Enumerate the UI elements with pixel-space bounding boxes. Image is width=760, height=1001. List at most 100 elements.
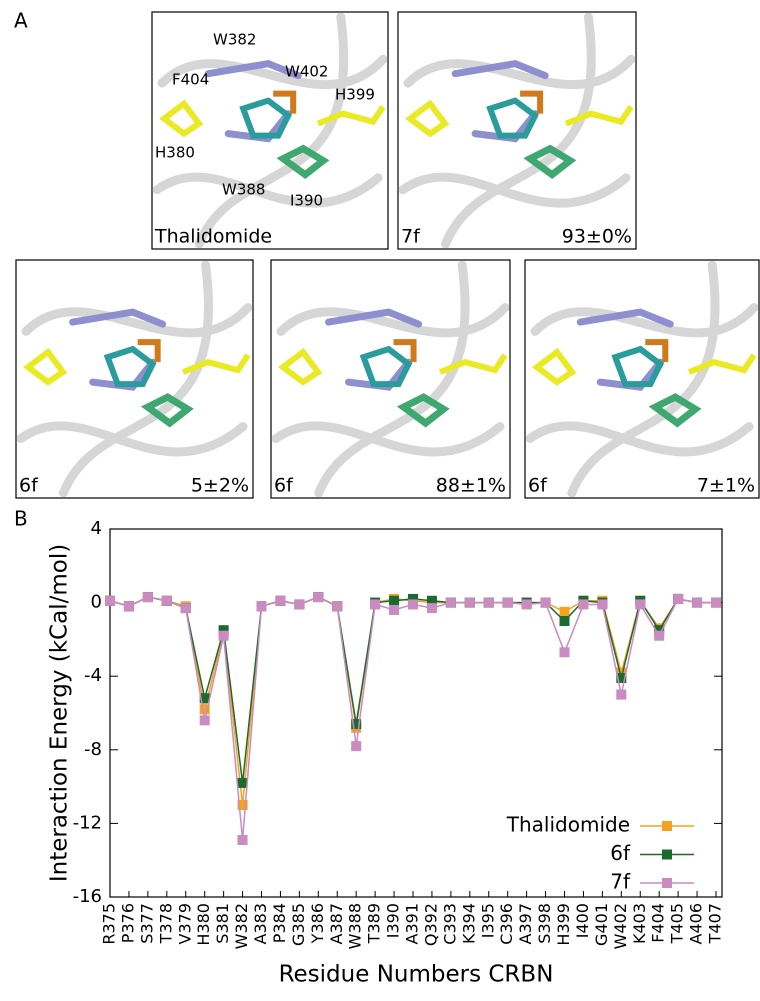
x-tick-label: W388: [346, 903, 365, 949]
ligand: [393, 339, 417, 363]
legend-marker: [662, 821, 672, 831]
legend-label: Thalidomide: [506, 813, 630, 837]
residue-label: H399: [335, 86, 375, 104]
ribbon: [276, 303, 510, 338]
occupancy: 7±1%: [697, 475, 755, 497]
point: [654, 625, 665, 636]
occupancy: 88±1%: [436, 475, 506, 497]
residue-stick: [687, 353, 757, 375]
point: [332, 601, 343, 612]
point: [161, 595, 172, 606]
x-tick-label: A406: [687, 903, 706, 944]
ribbon: [16, 421, 248, 457]
x-tick-label: K403: [630, 903, 649, 944]
point: [464, 597, 475, 608]
point: [218, 630, 229, 641]
x-tick-label: G385: [289, 903, 308, 946]
point: [578, 599, 589, 610]
occupancy: 93±0%: [562, 226, 632, 248]
plot-frame: [109, 528, 723, 898]
ribbon: [403, 54, 636, 90]
residue-stick: [405, 99, 450, 138]
point: [445, 597, 456, 608]
panel-label: B: [14, 507, 28, 531]
y-axis-label: Interaction Energy (kCal/mol): [47, 544, 73, 882]
ribbon: [152, 172, 383, 208]
point: [597, 599, 608, 610]
structure-name: 7f: [401, 226, 421, 248]
residue-stick: [438, 353, 508, 375]
y-tick-label: 4: [91, 518, 102, 539]
ligand: [239, 97, 293, 139]
panel-label: A: [14, 9, 28, 33]
occupancy: 5±2%: [191, 475, 249, 497]
residue-stick: [532, 347, 577, 386]
residue-stick: [140, 393, 194, 428]
point: [389, 604, 400, 615]
x-tick-label: Q392: [421, 903, 440, 946]
point: [237, 777, 248, 788]
structure-panel: 6f 5±2%: [15, 259, 254, 499]
x-tick-label: I390: [384, 903, 403, 938]
structure-panel: 6f 7±1%: [524, 259, 760, 499]
point: [237, 800, 248, 810]
point: [673, 593, 684, 604]
point: [711, 597, 721, 608]
legend-marker: [662, 849, 672, 860]
residue-stick: [396, 393, 450, 428]
x-tick-label: T378: [156, 903, 175, 944]
x-tick-label: I395: [478, 903, 497, 938]
point: [370, 599, 381, 610]
ribbon: [21, 303, 253, 338]
point: [521, 599, 532, 610]
y-tick-label: -8: [84, 739, 102, 760]
ribbon: [525, 421, 754, 457]
point: [199, 715, 210, 726]
ligand: [359, 345, 413, 388]
x-tick-label: A397: [516, 903, 535, 944]
ligand: [520, 90, 544, 114]
structure-name: Thalidomide: [154, 226, 272, 248]
x-tick-label: S398: [535, 903, 554, 944]
x-tick-label: G401: [592, 903, 611, 946]
ligand: [611, 345, 665, 388]
point: [275, 595, 286, 606]
point: [199, 704, 210, 715]
residue-stick: [316, 104, 386, 127]
residue-stick: [523, 144, 577, 180]
ribbon: [398, 172, 631, 208]
residue-stick: [564, 104, 634, 127]
x-tick-label: T405: [668, 903, 687, 944]
x-tick-label: H380: [194, 903, 213, 946]
legend-label: 7f: [610, 870, 631, 894]
residue-stick: [648, 393, 702, 428]
residue-stick: [278, 347, 323, 386]
structure-name: 6f: [528, 475, 548, 497]
x-tick-label: V379: [175, 903, 194, 944]
y-tick-label: -4: [84, 665, 102, 686]
point: [218, 625, 229, 636]
point: [351, 741, 362, 752]
x-tick-label: K394: [459, 903, 478, 944]
structure-name: 6f: [274, 475, 294, 497]
structure-panel: 6f 88±1%: [270, 259, 511, 499]
x-tick-label: Y386: [308, 903, 327, 944]
x-tick-label: F404: [649, 903, 668, 943]
y-tick-label: 0: [91, 592, 102, 613]
residue-label: H380: [155, 144, 195, 162]
point: [408, 599, 418, 610]
structure-panel: 7f 93±0%: [397, 11, 637, 250]
ribbon: [157, 54, 388, 90]
x-tick-label: R375: [100, 903, 119, 945]
point: [142, 592, 153, 603]
x-tick-label: A383: [251, 903, 270, 944]
ligand: [273, 90, 297, 114]
point: [654, 630, 665, 641]
legend-label: 6f: [610, 841, 631, 865]
point: [502, 597, 513, 608]
point: [692, 597, 703, 608]
y-tick-label: -16: [73, 886, 102, 907]
point: [616, 667, 627, 678]
point: [540, 597, 551, 608]
structure-name: 6f: [19, 475, 39, 497]
